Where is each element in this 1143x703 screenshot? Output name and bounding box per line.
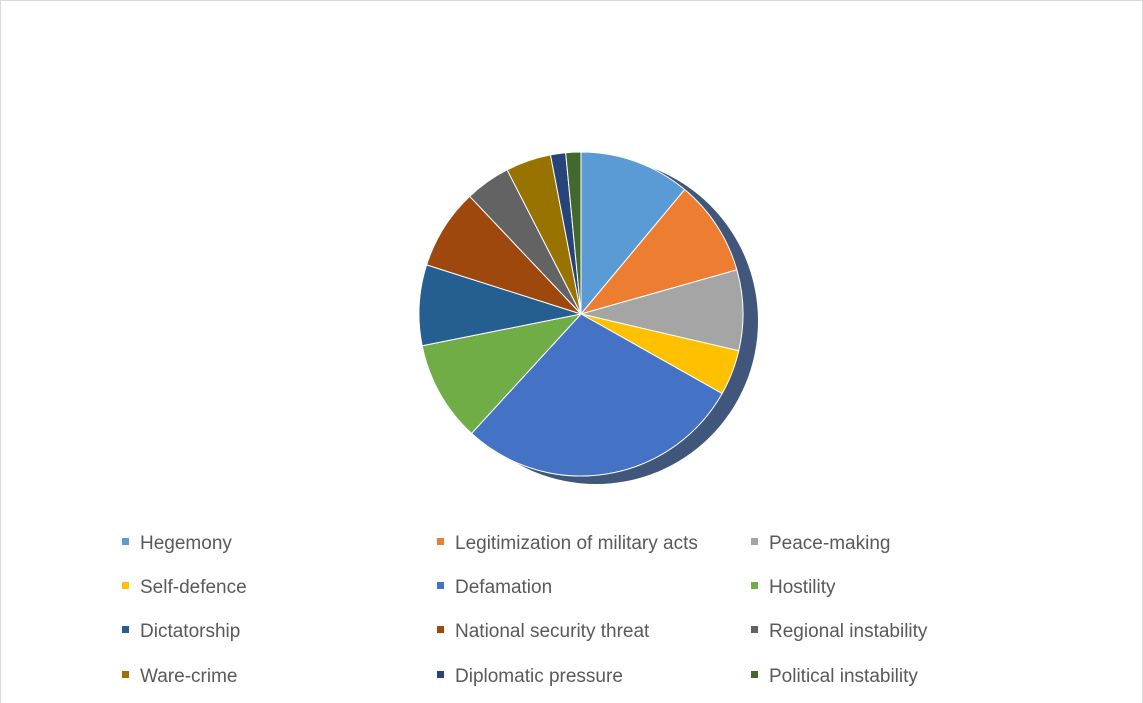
pie-slice-political-instability — [565, 151, 582, 315]
chart-border-top — [0, 0, 1142, 1]
pie-slice-defamation — [470, 313, 723, 477]
pie-slice-hostility — [421, 313, 583, 435]
pie-slices — [418, 151, 744, 477]
chart-border-left — [0, 0, 1, 703]
pie-slice-hegemony — [580, 151, 686, 316]
pie-slice-legitimization-of-military-acts — [579, 188, 738, 315]
